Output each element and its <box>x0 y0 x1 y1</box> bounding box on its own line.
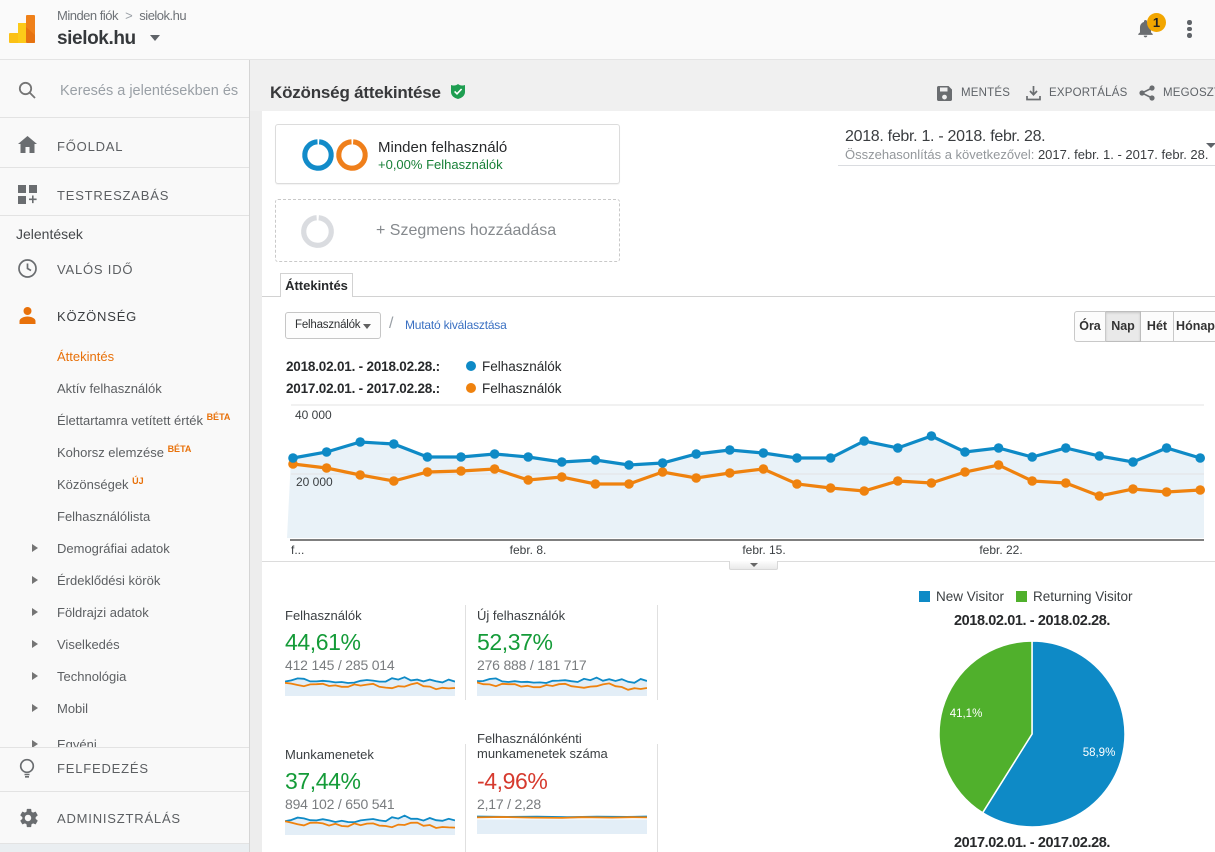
svg-text:febr. 15.: febr. 15. <box>742 543 785 557</box>
svg-text:f...: f... <box>291 543 304 557</box>
svg-text:40 000: 40 000 <box>295 408 332 422</box>
svg-text:58,9%: 58,9% <box>1083 747 1116 759</box>
svg-text:febr. 8.: febr. 8. <box>510 543 547 557</box>
svg-text:febr. 22.: febr. 22. <box>979 543 1022 557</box>
svg-text:41,1%: 41,1% <box>950 708 983 720</box>
svg-text:20 000: 20 000 <box>296 475 333 489</box>
